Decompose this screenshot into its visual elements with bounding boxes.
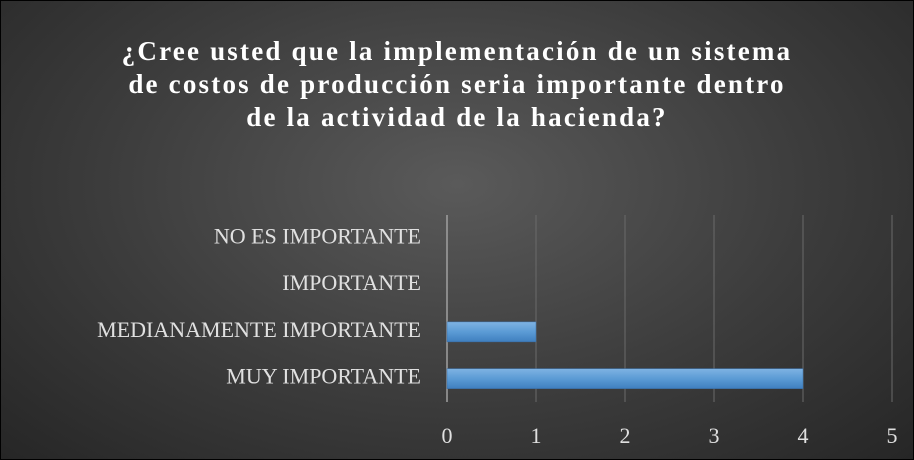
x-tick-label: 1: [531, 423, 542, 448]
bar: [446, 368, 804, 389]
bar: [446, 321, 537, 343]
chart-title: ¿Cree usted que la implementación de un …: [121, 36, 793, 132]
y-tick-label: MEDIANAMENTE IMPORTANTE: [97, 317, 421, 342]
y-tick-label: IMPORTANTE: [282, 270, 421, 295]
x-tick-label: 2: [620, 423, 631, 448]
x-tick-label: 0: [442, 423, 453, 448]
x-tick-label: 4: [798, 423, 809, 448]
x-tick-label: 3: [709, 423, 720, 448]
y-tick-label: MUY IMPORTANTE: [226, 364, 421, 389]
y-tick-label: NO ES IMPORTANTE: [214, 223, 421, 248]
x-tick-label: 5: [887, 423, 898, 448]
